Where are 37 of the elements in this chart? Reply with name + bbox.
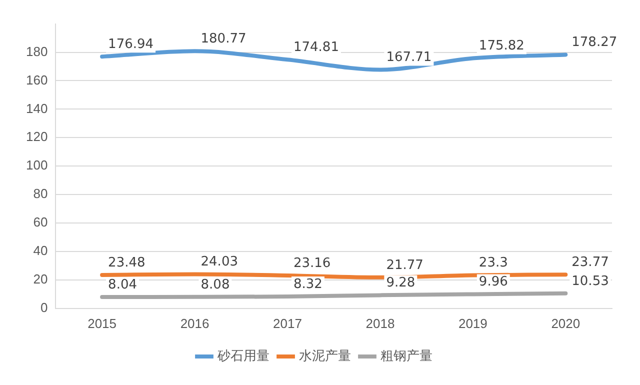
- y-tick-label: 20: [33, 272, 48, 287]
- data-label: 23.16: [293, 256, 331, 271]
- y-tick-label: 40: [33, 243, 48, 258]
- data-label: 10.53: [572, 274, 609, 289]
- data-label: 23.48: [108, 255, 146, 270]
- data-label: 175.82: [478, 38, 524, 54]
- data-label: 9.96: [478, 274, 508, 290]
- data-label: 174.81: [293, 40, 339, 56]
- x-tick-label: 2020: [551, 316, 580, 331]
- y-tick-label: 120: [26, 129, 48, 144]
- y-tick-label: 100: [26, 158, 48, 173]
- data-label: 9.28: [386, 276, 416, 291]
- x-tick-label: 2019: [458, 316, 488, 331]
- x-tick-label: 2016: [180, 316, 210, 331]
- data-label: 180.77: [200, 32, 246, 47]
- y-tick-label: 0: [40, 300, 48, 315]
- data-label: 8.04: [108, 277, 137, 292]
- data-label: 23.3: [478, 256, 508, 271]
- y-tick-label: 180: [26, 44, 48, 59]
- y-tick-label: 80: [33, 186, 48, 202]
- data-label: 21.77: [386, 258, 424, 273]
- x-tick-label: 2015: [88, 316, 117, 331]
- data-label: 8.08: [200, 277, 230, 292]
- legend-label: 水泥产量: [298, 348, 351, 364]
- y-tick-label: 160: [26, 72, 48, 88]
- data-label: 23.77: [572, 254, 609, 270]
- legend-label: 粗钢产量: [380, 348, 432, 364]
- legend-label: 砂石用量: [216, 348, 270, 364]
- data-label: 176.94: [108, 36, 154, 52]
- data-label: 24.03: [200, 254, 238, 270]
- data-label: 178.27: [572, 35, 618, 50]
- x-tick-label: 2017: [273, 316, 302, 331]
- data-label: 167.71: [386, 50, 432, 66]
- x-tick-label: 2018: [366, 316, 395, 331]
- y-tick-label: 60: [33, 214, 48, 230]
- y-tick-label: 140: [26, 100, 48, 116]
- data-label: 8.32: [293, 276, 322, 292]
